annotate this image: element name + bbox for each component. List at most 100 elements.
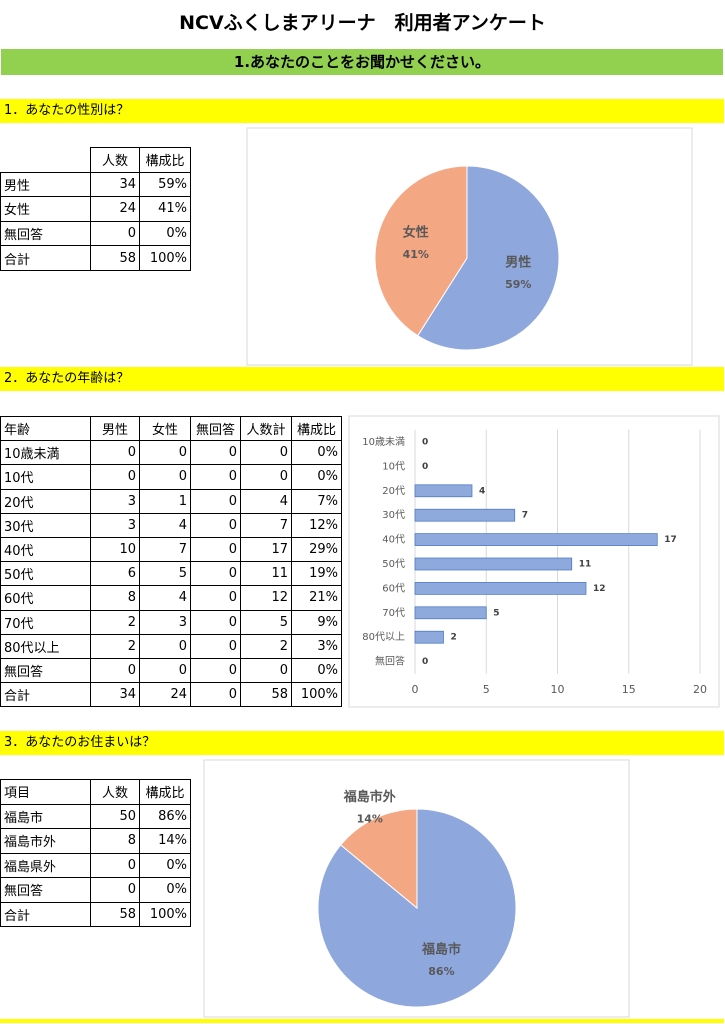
cell: 0% (291, 464, 342, 490)
header-cell: 男性 (90, 415, 140, 442)
slice-value-label: 14% (357, 813, 383, 826)
data-label: 5 (493, 608, 499, 618)
y-tick-label: 20代 (382, 485, 405, 497)
cell: 2 (240, 633, 292, 659)
bar (414, 606, 487, 620)
page-title: NCVふくしまアリーナ 利用者アンケート (179, 12, 546, 34)
row: 福島市 50 86% (0, 803, 191, 829)
cell: 女性 (0, 196, 91, 222)
table: 人数 構成比 男性 34 59% 女性 24 41% 無回答 0 0% 合計 58 100% (0, 147, 191, 271)
cell: 50 (90, 803, 140, 829)
cell: 0 (240, 464, 292, 490)
slice-value-label: 86% (428, 965, 454, 978)
cell: 21% (291, 585, 342, 611)
y-tick-label: 30代 (382, 509, 405, 521)
x-tick-label: 20 (693, 683, 707, 696)
cell: 12 (240, 585, 292, 611)
cell: 58 (240, 682, 292, 708)
cell: 4 (240, 488, 292, 514)
cell: 100% (139, 245, 191, 271)
bar (414, 508, 516, 522)
slice-value-label: 59% (505, 278, 531, 291)
cell: 合計 (0, 682, 91, 708)
cell: 8 (90, 828, 140, 854)
cell: 0 (190, 585, 241, 611)
cell: 福島市 (0, 803, 91, 829)
cell: 0% (291, 657, 342, 684)
cell: 34 (90, 171, 140, 198)
cell: 男性 (0, 171, 91, 198)
row: 無回答 0 0 0 0 0% (0, 657, 342, 684)
header-cell: 人数 (90, 147, 140, 173)
row: 合計 34 24 0 58 100% (0, 682, 342, 708)
header-cell: 構成比 (139, 779, 191, 805)
table: 項目 人数 構成比 福島市 50 86% 福島市外 8 14% 福島県外 0 0% 無回答 0 0% 合計 58… (0, 779, 191, 927)
cell: 合計 (0, 245, 91, 271)
cell: 0% (139, 852, 191, 878)
cell: 0 (190, 561, 241, 587)
row: 10代 0 0 0 0 0% (0, 464, 342, 490)
chart-frame (348, 415, 720, 708)
slice-label: 福島市 (421, 941, 461, 957)
cell: 40代 (0, 536, 91, 563)
header-row: 項目 人数 構成比 (0, 779, 191, 805)
cell: 70代 (0, 609, 91, 635)
cell: 0 (190, 657, 241, 684)
data-label: 17 (664, 535, 677, 545)
cell: 34 (90, 682, 140, 708)
cell: 19% (291, 561, 342, 587)
cell: 100% (139, 901, 191, 927)
cell: 無回答 (0, 877, 91, 903)
header-cell: 項目 (0, 779, 91, 805)
y-tick-label: 10歳未満 (362, 436, 405, 448)
header-cell: 無回答 (190, 415, 241, 442)
header-cell: 年齢 (0, 415, 91, 442)
data-label: 2 (451, 633, 457, 643)
y-tick-label: 無回答 (375, 655, 405, 668)
cell: 0 (190, 536, 241, 563)
data-label: 12 (593, 584, 606, 594)
x-tick-label: 15 (622, 683, 636, 696)
cell: 0 (190, 440, 241, 466)
question-heading: 1．あなたの性別は？ (0, 99, 724, 123)
row: 男性 34 59% (0, 171, 191, 198)
cell: 7 (139, 536, 191, 563)
x-tick-label: 5 (483, 683, 490, 696)
slice-label: 福島市外 (343, 789, 396, 805)
row: 10歳未満 0 0 0 0 0% (0, 440, 342, 466)
cell: 24 (139, 682, 191, 708)
row: 60代 8 4 0 12 21% (0, 585, 342, 611)
y-tick-label: 50代 (382, 558, 405, 570)
data-label: 0 (422, 657, 428, 667)
bar (414, 484, 473, 498)
data-label: 7 (522, 511, 528, 521)
cell: 9% (291, 609, 342, 635)
row: 40代 10 7 0 17 29% (0, 536, 342, 563)
cell: 無回答 (0, 220, 91, 247)
x-tick-label: 10 (551, 683, 565, 696)
cell: 58 (90, 901, 140, 927)
row: 合計 58 100% (0, 245, 191, 271)
bar (414, 557, 573, 571)
data-label: 4 (479, 486, 485, 496)
y-tick-label: 10代 (382, 460, 405, 472)
cell: 0 (190, 633, 241, 659)
cell: 86% (139, 803, 191, 829)
cell: 4 (139, 512, 191, 538)
cell: 100% (291, 682, 342, 708)
section-banner: 1.あなたのことをお聞かせください。 (1, 49, 723, 75)
x-tick-label: 0 (412, 683, 419, 696)
slice-value-label: 41% (403, 248, 429, 261)
cell: 0 (139, 464, 191, 490)
chart-frame (246, 127, 693, 366)
cell: 合計 (0, 901, 91, 927)
header-row: 人数 構成比 (0, 147, 191, 173)
pie-slice (374, 165, 468, 337)
question-heading: 3．あなたのお住まいは？ (0, 731, 724, 755)
footer-bar (0, 1019, 724, 1023)
row: 合計 58 100% (0, 901, 191, 927)
row: 福島県外 0 0% (0, 852, 191, 878)
pie-slice (417, 165, 560, 351)
